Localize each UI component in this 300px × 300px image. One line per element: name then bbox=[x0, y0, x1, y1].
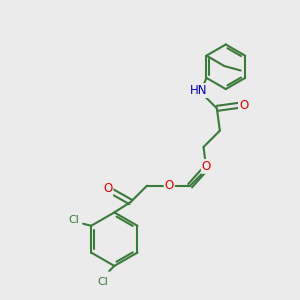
Text: Cl: Cl bbox=[68, 215, 79, 225]
Text: HN: HN bbox=[190, 84, 208, 97]
Text: O: O bbox=[239, 99, 248, 112]
Text: O: O bbox=[202, 160, 211, 173]
Text: Cl: Cl bbox=[97, 277, 108, 287]
Text: O: O bbox=[165, 179, 174, 192]
Text: O: O bbox=[103, 182, 112, 195]
